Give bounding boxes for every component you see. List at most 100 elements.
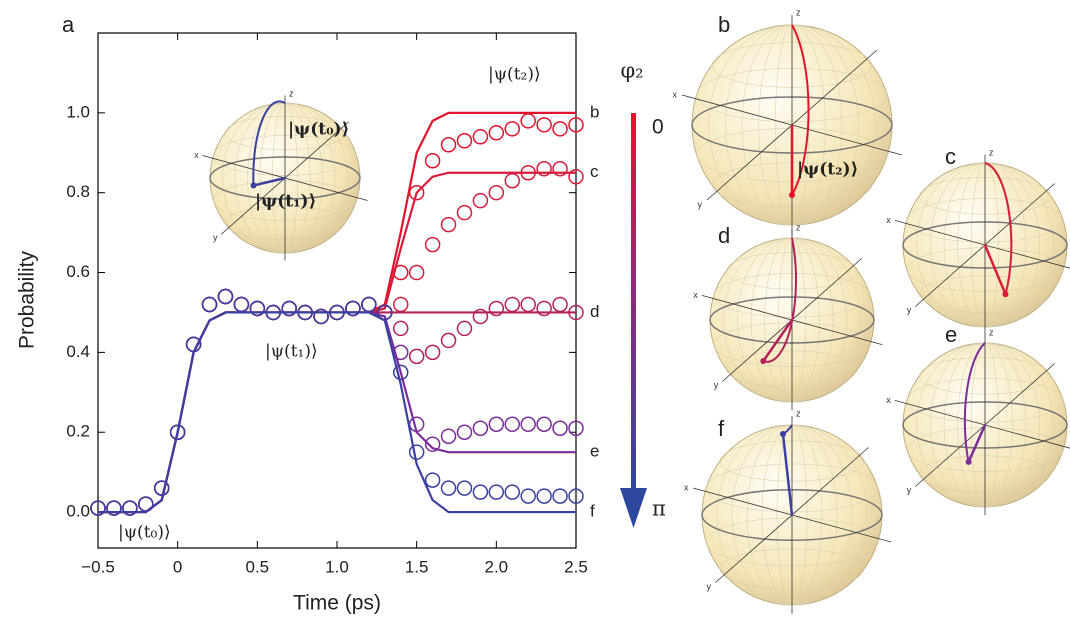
theory-line — [98, 311, 576, 514]
state-vector — [983, 244, 1007, 295]
axis-name: x — [693, 290, 698, 300]
axis-name: y — [907, 305, 912, 315]
data-point — [488, 484, 505, 500]
axis-name: y — [907, 485, 912, 495]
vector-tip — [250, 182, 257, 189]
data-point — [153, 480, 170, 496]
data-point — [392, 364, 409, 381]
panel-label: c — [945, 144, 956, 169]
data-point — [504, 172, 521, 189]
x-tick-label: 0.5 — [246, 557, 270, 576]
x-tick-label: 2.5 — [564, 557, 588, 576]
data-point — [568, 420, 584, 436]
data-point — [408, 264, 425, 281]
state-vector — [967, 424, 987, 463]
panel-label: a — [62, 12, 75, 37]
data-point — [265, 304, 282, 321]
data-point — [536, 117, 552, 133]
data-point — [568, 168, 584, 185]
data-point — [456, 133, 473, 149]
trajectory — [791, 24, 810, 196]
y-tick-label: 0.0 — [66, 502, 90, 521]
x-axis-label: Time (ps) — [293, 592, 381, 615]
data-point — [536, 416, 552, 432]
data-point — [408, 444, 425, 460]
axis-name: z — [989, 148, 994, 158]
y-tick-label: 1.0 — [66, 102, 90, 121]
data-point — [329, 304, 345, 321]
data-point — [424, 344, 441, 361]
colorbar-bottom: π — [652, 497, 666, 521]
axis-name: z — [989, 328, 994, 338]
state-vector — [253, 176, 286, 187]
data-point — [520, 296, 536, 313]
colorbar — [631, 113, 636, 493]
axis-name: z — [796, 223, 801, 233]
axis-name: y — [707, 581, 712, 591]
data-point — [472, 129, 489, 145]
data-point — [536, 488, 552, 504]
state-vector — [762, 319, 794, 362]
axis-name: x — [194, 150, 199, 160]
data-point — [456, 480, 473, 496]
data-point — [440, 480, 457, 496]
data-point — [297, 304, 313, 321]
data-point — [424, 472, 441, 488]
vector-tip — [789, 192, 795, 198]
data-point — [440, 428, 457, 444]
x-tick-label: 1.0 — [325, 557, 349, 576]
panel-label: f — [718, 416, 725, 441]
axis-name: x — [673, 89, 678, 99]
data-point — [377, 304, 393, 321]
data-point — [488, 184, 505, 201]
x-tick-label: 0 — [173, 557, 182, 576]
x-tick-label: 1.5 — [405, 557, 429, 576]
data-point — [249, 300, 266, 317]
colorbar-title: φ₂ — [620, 59, 643, 83]
axis-name: y — [698, 199, 703, 209]
data-point — [392, 320, 409, 337]
y-tick-label: 0.8 — [66, 182, 90, 201]
axis-name: x — [684, 482, 689, 492]
data-point — [392, 296, 409, 313]
trajectory — [984, 162, 1013, 295]
data-point — [520, 416, 536, 432]
data-point — [504, 121, 521, 137]
data-point — [552, 296, 568, 313]
data-point — [408, 184, 425, 201]
data-point — [138, 496, 154, 512]
curve-label: d — [590, 302, 599, 321]
trajectory — [762, 237, 798, 363]
y-tick-label: 0.6 — [66, 262, 90, 281]
data-point — [440, 137, 457, 153]
curve-label: e — [590, 442, 599, 461]
data-point — [217, 288, 234, 305]
curve-label: f — [590, 502, 595, 521]
data-point — [345, 300, 361, 317]
data-point — [488, 125, 505, 141]
y-tick-label: 0.2 — [66, 422, 90, 441]
data-point — [472, 308, 489, 325]
x-tick-label: 2.0 — [485, 557, 509, 576]
data-point — [456, 424, 473, 440]
data-point — [472, 192, 489, 209]
inset-ket: |ψ(t₁)⟩ — [255, 192, 316, 212]
data-point — [552, 488, 568, 504]
panel-label: b — [718, 12, 730, 37]
colorbar-top: 0 — [652, 116, 664, 139]
axis-name: y — [213, 232, 218, 242]
colorbar-arrowhead — [620, 488, 647, 528]
inset-ket: |ψ(t₀)⟩ — [288, 120, 349, 140]
data-point — [504, 484, 521, 500]
data-point — [552, 160, 568, 177]
data-point — [568, 117, 584, 133]
axis-name: x — [886, 395, 891, 405]
data-point — [536, 160, 552, 177]
data-point — [424, 153, 441, 169]
data-point — [456, 320, 473, 337]
curve-label: c — [590, 162, 599, 181]
data-point — [520, 113, 536, 129]
axis-name: x — [886, 215, 891, 225]
data-point — [169, 424, 186, 440]
